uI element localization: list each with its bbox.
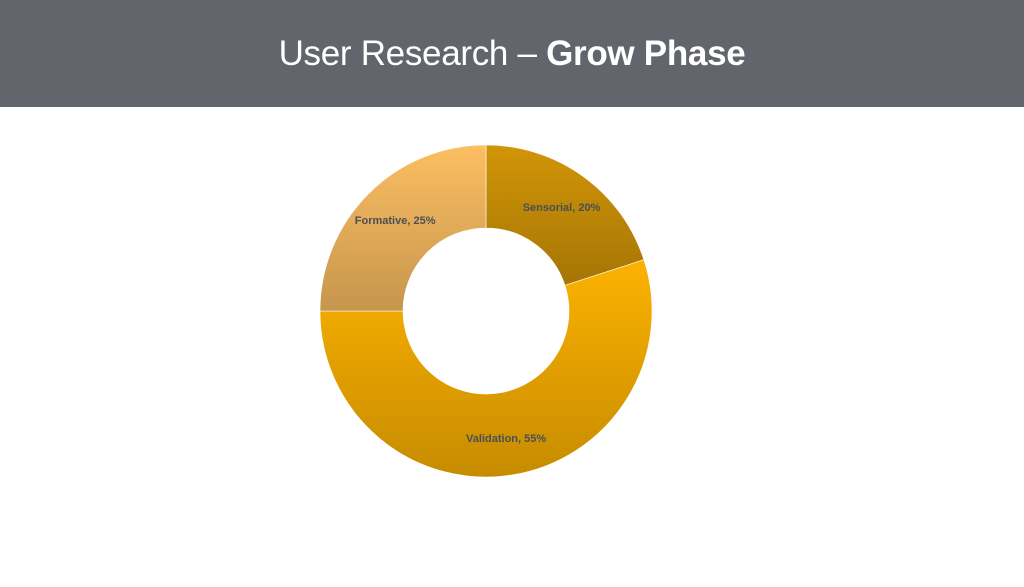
- donut-slice-sensorial: [485, 144, 645, 286]
- donut-chart: Sensorial, 20% Validation, 55% Formative, …: [319, 144, 653, 478]
- donut-labels: Sensorial, 20% Validation, 55% Formative, …: [355, 202, 601, 445]
- title-bold: Grow Phase: [546, 33, 746, 73]
- title-light: User Research –: [278, 33, 547, 73]
- header-bar: User Research – Grow Phase: [0, 0, 1024, 107]
- slice-label-validation: Validation, 55%: [466, 433, 546, 445]
- donut-slices: [319, 144, 653, 478]
- slice-label-formative: Formative, 25%: [355, 215, 436, 227]
- donut-slice-validation: [319, 259, 653, 478]
- slice-label-sensorial: Sensorial, 20%: [523, 202, 601, 214]
- donut-chart-area: Sensorial, 20% Validation, 55% Formative, …: [0, 107, 1024, 587]
- donut-slice-formative: [319, 144, 487, 312]
- page-title: User Research – Grow Phase: [279, 34, 746, 74]
